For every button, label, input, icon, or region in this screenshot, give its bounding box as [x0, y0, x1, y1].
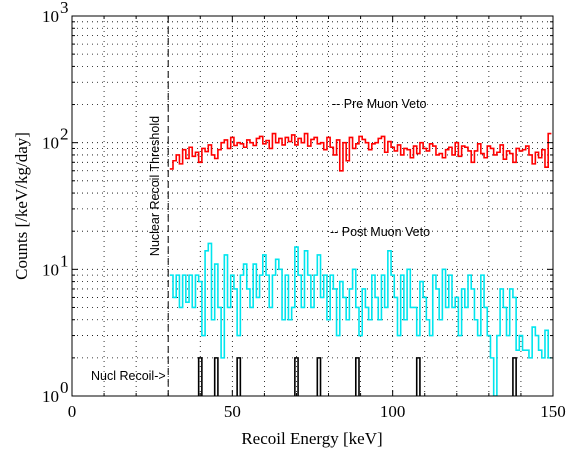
nuclear-recoil-bar — [213, 357, 219, 396]
plot-frame — [71, 15, 554, 397]
threshold-label: Nuclear Recoil Threshold — [148, 116, 162, 256]
y-tick-label: 10 — [42, 260, 59, 279]
y-tick-exponent: 1 — [60, 251, 69, 270]
nuclear-recoil-bar — [236, 357, 242, 396]
grid — [72, 16, 553, 396]
post_veto-line — [169, 242, 552, 396]
y-tick-label: 10 — [42, 7, 59, 26]
nuclear-recoil-bar — [415, 357, 421, 396]
nuclear-recoil-bar — [316, 357, 322, 396]
x-tick-labels: 0 50 100 150 — [68, 402, 566, 421]
nuclear-recoil-bar — [197, 357, 203, 396]
x-tick-label: 50 — [224, 402, 241, 421]
nuclear-recoil-bar — [294, 357, 299, 396]
series-layer — [167, 16, 552, 396]
y-tick-label: 10 — [42, 134, 59, 153]
axis-ticks — [71, 15, 554, 397]
post-veto-label: -- Post Muon Veto — [330, 225, 430, 239]
y-tick-label: 10 — [42, 387, 59, 406]
x-tick-label: 150 — [540, 402, 566, 421]
x-tick-label: 0 — [68, 402, 77, 421]
y-axis-title: Counts [/keV/kg/day] — [12, 132, 31, 280]
y-tick-exponent: 2 — [60, 125, 69, 144]
pre_veto-line — [169, 132, 552, 172]
nucl-recoil-label: Nucl Recoil-> — [91, 369, 166, 383]
x-tick-label: 100 — [380, 402, 406, 421]
nuclear-recoil-bar — [512, 357, 517, 396]
y-tick-exponent: 3 — [60, 0, 69, 17]
x-axis-title: Recoil Energy [keV] — [241, 429, 382, 448]
pre-veto-label: -- Pre Muon Veto — [332, 97, 427, 111]
plot-area — [72, 16, 553, 396]
y-tick-exponent: 0 — [60, 378, 69, 397]
nuclear-recoil-bar — [354, 357, 360, 396]
